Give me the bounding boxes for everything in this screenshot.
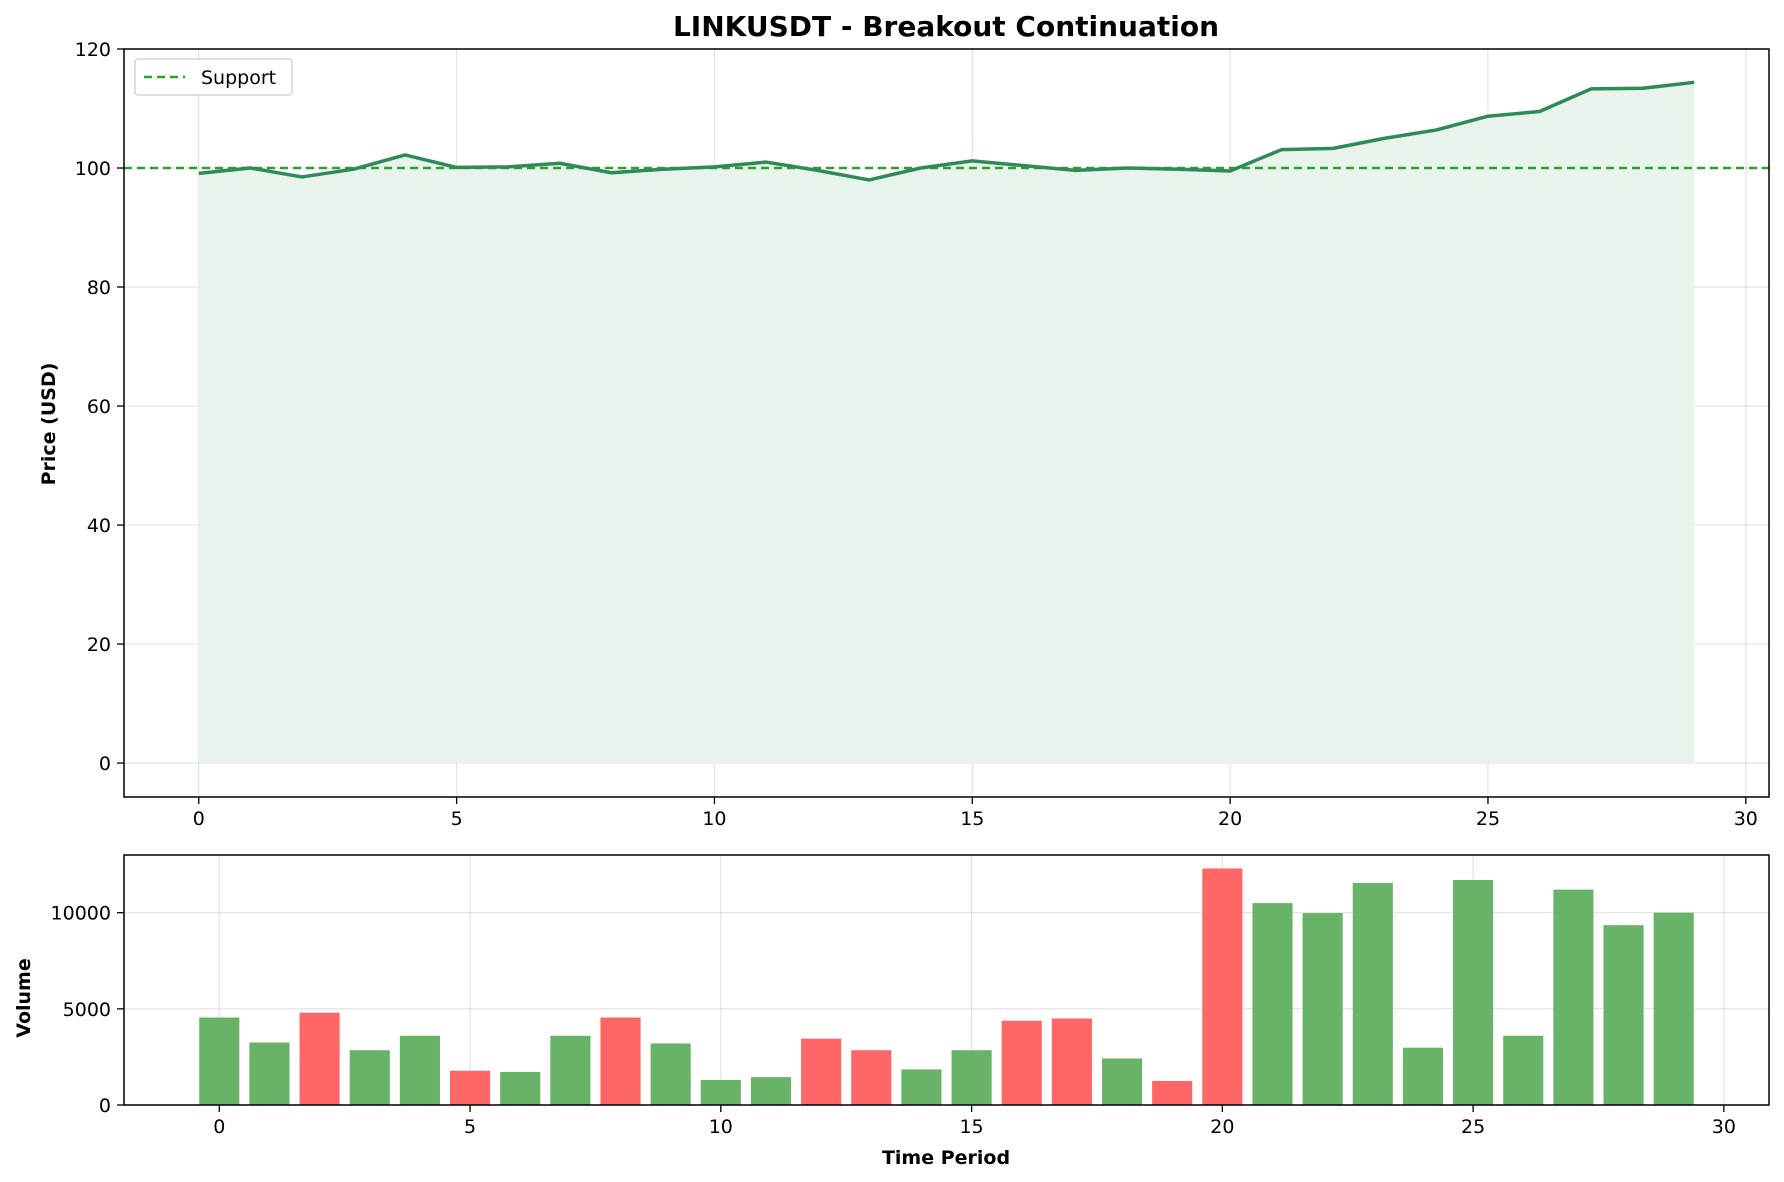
volume-bar [951, 1050, 992, 1105]
volume-y-tick-label: 10000 [51, 903, 111, 925]
price-x-tick-label: 20 [1218, 808, 1242, 830]
volume-bar [1051, 1018, 1092, 1105]
price-x-tick-label: 5 [451, 808, 463, 830]
price-y-tick-label: 100 [75, 158, 111, 180]
volume-plot-frame [123, 854, 1770, 1106]
volume-bar [449, 1070, 491, 1105]
price-area-fill [198, 82, 1695, 764]
volume-bar [500, 1071, 541, 1105]
volume-bar [1302, 913, 1343, 1105]
volume-bar [550, 1035, 591, 1105]
volume-bar [299, 1012, 340, 1105]
volume-x-tick-label: 30 [1712, 1116, 1736, 1138]
chart-title: LINKUSDT - Breakout Continuation [673, 10, 1219, 43]
volume-bar [901, 1069, 942, 1105]
price-y-tick-label: 80 [87, 277, 111, 299]
price-y-axis: 0 20 40 60 80 100 120 [75, 39, 124, 775]
volume-bar [1001, 1020, 1042, 1105]
price-x-tick-label: 30 [1734, 808, 1758, 830]
price-y-tick-label: 0 [99, 753, 111, 775]
volume-y-tick-label: 5000 [63, 999, 111, 1021]
legend-box [134, 58, 293, 96]
legend-label-support: Support [201, 67, 276, 89]
volume-bar [399, 1035, 440, 1105]
volume-x-tick-label: 0 [213, 1116, 225, 1138]
volume-bar [1352, 882, 1393, 1105]
price-x-tick-label: 0 [193, 808, 205, 830]
volume-bar [1503, 1035, 1544, 1105]
volume-x-axis: 0 5 10 15 20 25 30 [213, 1105, 1736, 1138]
price-line [198, 80, 1695, 182]
volume-bar [750, 1077, 792, 1105]
volume-bar [199, 1017, 240, 1105]
volume-bar [249, 1042, 290, 1105]
legend: Support [134, 58, 293, 96]
volume-bar [1152, 1080, 1193, 1105]
price-plot-frame [123, 48, 1770, 798]
volume-bar [851, 1050, 892, 1105]
volume-bar [1453, 880, 1494, 1105]
volume-x-tick-label: 20 [1210, 1116, 1234, 1138]
volume-bar [349, 1050, 390, 1105]
price-x-tick-label: 10 [702, 808, 726, 830]
volume-x-axis-label: Time Period [882, 1147, 1010, 1169]
volume-y-tick-label: 0 [99, 1095, 111, 1117]
volume-x-tick-label: 25 [1461, 1116, 1485, 1138]
volume-bar [801, 1038, 842, 1105]
volume-x-tick-label: 15 [959, 1116, 983, 1138]
volume-bar [1252, 903, 1293, 1105]
volume-y-axis: 0 5000 10000 [51, 903, 124, 1117]
volume-bar [1402, 1047, 1444, 1105]
price-x-tick-label: 25 [1476, 808, 1500, 830]
price-y-tick-label: 20 [87, 634, 111, 656]
volume-bar [1553, 889, 1594, 1105]
price-x-tick-label: 15 [960, 808, 984, 830]
volume-bar [600, 1017, 641, 1105]
volume-x-tick-label: 10 [709, 1116, 733, 1138]
price-y-tick-label: 40 [87, 515, 111, 537]
volume-bar [700, 1080, 741, 1105]
volume-x-tick-label: 5 [464, 1116, 476, 1138]
price-y-axis-label: Price (USD) [38, 363, 60, 486]
volume-bar [1202, 868, 1243, 1105]
volume-y-axis-label: Volume [13, 958, 35, 1037]
price-y-tick-label: 60 [87, 396, 111, 418]
volume-bar [1603, 925, 1644, 1105]
volume-bar [1653, 912, 1694, 1105]
volume-bar [1101, 1058, 1143, 1105]
price-x-axis: 0 5 10 15 20 25 30 [193, 797, 1758, 830]
volume-bar [650, 1043, 691, 1105]
price-y-tick-label: 120 [75, 39, 111, 61]
volume-bars [199, 868, 1694, 1105]
